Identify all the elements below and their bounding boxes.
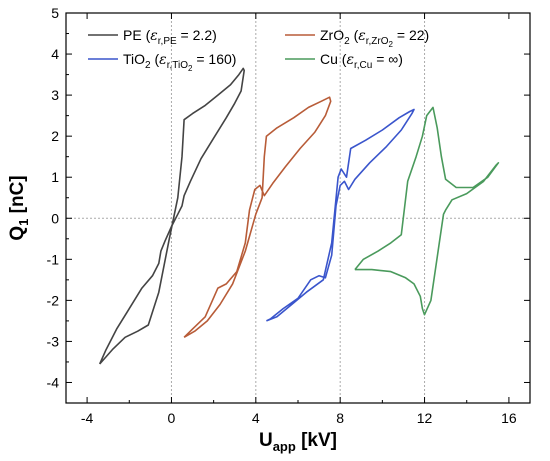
y-tick-label: 4 bbox=[51, 46, 59, 62]
series-layer bbox=[98, 67, 500, 365]
legend-label: ZrO2 (εr,ZrO2 = 22) bbox=[320, 27, 429, 49]
y-tick-label: -1 bbox=[47, 251, 60, 267]
series-line-3 bbox=[354, 106, 500, 316]
series-line-2 bbox=[266, 108, 415, 322]
y-tick-label: 2 bbox=[51, 128, 59, 144]
y-tick-label: -3 bbox=[47, 333, 60, 349]
x-tick-label: 0 bbox=[168, 410, 176, 426]
x-tick-label: 8 bbox=[336, 410, 344, 426]
reference-lines bbox=[66, 13, 530, 403]
y-axis-title: Q1 [nC] bbox=[7, 175, 31, 240]
y-tick-label: -2 bbox=[47, 292, 60, 308]
x-tick-label: -4 bbox=[81, 410, 94, 426]
y-tick-label: 3 bbox=[51, 87, 59, 103]
legend-label: Cu (εr,Cu = ∞) bbox=[320, 51, 403, 71]
x-tick-label: 12 bbox=[417, 410, 433, 426]
legend-label: TiO2 (εr,TiO2 = 160) bbox=[123, 51, 236, 73]
legend: PE (εr,PE = 2.2) ZrO2 (εr,ZrO2 = 22) TiO2 … bbox=[88, 27, 429, 73]
x-tick-label: 4 bbox=[252, 410, 260, 426]
plot-frame bbox=[65, 12, 531, 404]
series-line-1 bbox=[183, 96, 332, 338]
y-tick-label: 1 bbox=[51, 169, 59, 185]
y-tick-label: 5 bbox=[51, 5, 59, 21]
series-line-0 bbox=[98, 67, 245, 365]
x-axis-title: Uapp [kV] bbox=[259, 430, 337, 454]
legend-label: PE (εr,PE = 2.2) bbox=[123, 27, 217, 47]
y-tick-label: -4 bbox=[47, 374, 60, 390]
y-tick-label: 0 bbox=[51, 210, 59, 226]
x-tick-label: 16 bbox=[501, 410, 517, 426]
